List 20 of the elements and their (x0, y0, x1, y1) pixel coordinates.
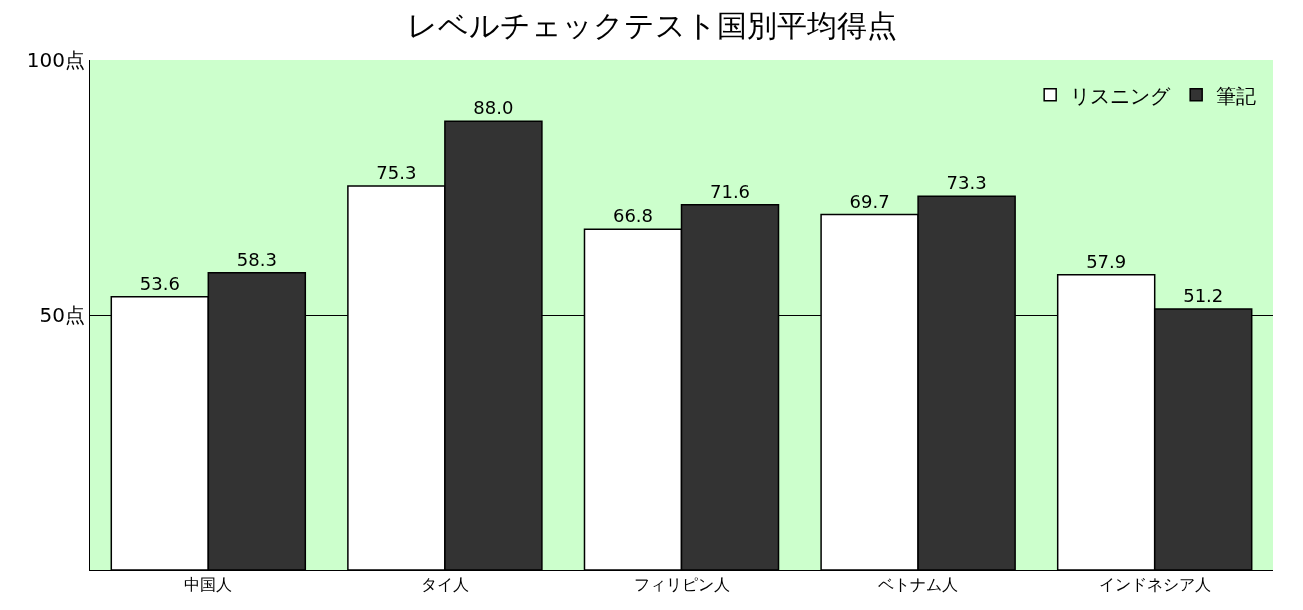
text: 75.3 (376, 161, 417, 183)
text: 69.7 (849, 190, 890, 212)
legend-label: リスニング (1070, 83, 1172, 108)
text: 66.8 (612, 205, 654, 227)
chart-title: レベルチェックテスト国別平均得点 (406, 8, 897, 44)
legend-label: 筆記 (1216, 83, 1257, 108)
y-tick-label: 100点 (26, 48, 85, 72)
text: 71.6 (709, 180, 751, 202)
text: 57.9 (1086, 250, 1127, 272)
text: 58.3 (236, 248, 277, 270)
x-tick-label: タイ人 (420, 575, 469, 595)
x-tick-label: ベトナム人 (878, 575, 959, 595)
text: 51.2 (1183, 284, 1224, 306)
text: 88.0 (473, 97, 514, 119)
y-tick-label: 50点 (39, 303, 85, 327)
x-tick-label: フィリピン人 (633, 575, 730, 595)
text: 73.3 (946, 172, 987, 194)
x-tick-label: インドネシア人 (1098, 575, 1211, 595)
x-tick-label: 中国人 (184, 575, 233, 595)
text: 53.6 (139, 272, 180, 294)
